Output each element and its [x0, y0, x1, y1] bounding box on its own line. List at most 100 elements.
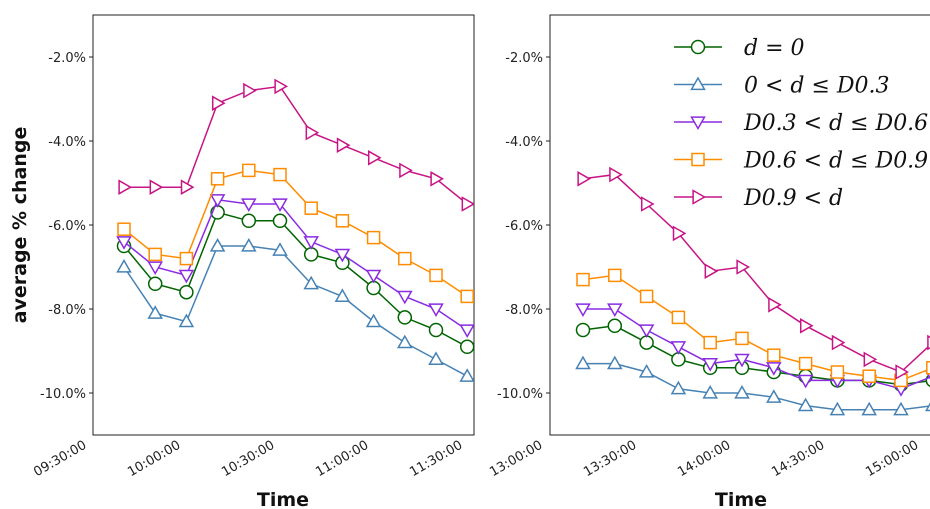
- data-point: [575, 303, 591, 318]
- data-point: [830, 365, 845, 379]
- data-point: [117, 222, 131, 236]
- left-y-ticks: -2.0% -4.0% -6.0% -8.0% -10.0%: [40, 51, 93, 402]
- y-tick-label: -4.0%: [48, 135, 86, 150]
- data-point: [429, 268, 443, 283]
- y-tick-label: -10.0%: [497, 387, 543, 402]
- y-axis-title: average % change: [9, 127, 31, 324]
- right-y-ticks: -2.0% -4.0% -6.0% -8.0% -10.0%: [497, 51, 550, 402]
- data-point: [638, 363, 655, 378]
- series-line: [583, 362, 930, 411]
- series-group: [116, 78, 474, 382]
- data-point: [241, 198, 257, 213]
- data-point: [576, 272, 590, 287]
- data-point: [430, 171, 445, 187]
- data-point: [829, 401, 846, 416]
- data-point: [461, 196, 474, 212]
- data-point: [179, 284, 194, 300]
- data-point: [274, 78, 289, 95]
- data-point: [303, 247, 319, 262]
- data-point: [639, 335, 654, 350]
- data-point: [428, 351, 444, 366]
- data-point: [459, 324, 474, 339]
- data-point: [607, 318, 623, 334]
- data-point: [366, 230, 381, 245]
- data-point: [210, 172, 225, 186]
- legend-label: D0.6 < d ≤ D0.9: [743, 149, 928, 174]
- data-point: [241, 237, 257, 252]
- data-point: [671, 352, 686, 367]
- data-point: [893, 401, 909, 416]
- legend-marker: [691, 152, 705, 167]
- data-point: [607, 355, 623, 370]
- data-point: [147, 305, 163, 319]
- data-point: [766, 389, 782, 403]
- data-point: [704, 263, 719, 279]
- legend-marker: [692, 189, 707, 205]
- data-point: [367, 150, 382, 166]
- data-point: [703, 335, 717, 350]
- data-point: [148, 247, 162, 262]
- data-point: [305, 124, 320, 141]
- data-point: [303, 236, 319, 250]
- legend-item: D0.3 < d ≤ D0.6: [674, 111, 928, 136]
- legend-label: D0.9 < d: [743, 186, 843, 211]
- legend-item: D0.9 < d: [674, 186, 843, 211]
- data-point: [336, 137, 351, 153]
- data-point: [608, 268, 622, 283]
- y-tick-label: -8.0%: [505, 303, 543, 318]
- data-point: [460, 289, 474, 304]
- data-point: [273, 167, 287, 182]
- data-point: [243, 82, 257, 99]
- data-point: [365, 269, 382, 284]
- data-point: [670, 341, 687, 355]
- data-point: [179, 251, 194, 266]
- data-point: [735, 331, 749, 346]
- data-point: [209, 237, 226, 252]
- data-point: [272, 242, 288, 256]
- right-x-axis-title: Time: [715, 489, 767, 509]
- data-point: [797, 397, 814, 412]
- data-point: [459, 339, 474, 355]
- data-point: [428, 303, 444, 318]
- data-point: [334, 248, 351, 263]
- data-point: [118, 179, 133, 195]
- data-point: [178, 269, 195, 284]
- data-point: [575, 355, 591, 370]
- data-point: [577, 171, 592, 187]
- legend: d = 0 0 < d ≤ D0.3 D0.3 < d ≤ D0.6 D0.6 < d…: [674, 36, 928, 211]
- legend-label: d = 0: [744, 36, 805, 61]
- data-point: [670, 380, 687, 395]
- left-panel: -2.0%-4.0%-6.0%-8.0%-10.0% 09:30:00 10:00…: [9, 14, 475, 509]
- data-point: [799, 318, 814, 334]
- left-series: [116, 78, 474, 382]
- legend-marker: [690, 116, 706, 131]
- data-point: [180, 179, 195, 195]
- data-point: [241, 213, 257, 229]
- data-point: [366, 280, 381, 296]
- data-point: [303, 275, 319, 290]
- y-tick-label: -2.0%: [48, 51, 86, 66]
- data-point: [734, 353, 750, 368]
- legend-marker: [690, 39, 706, 55]
- data-point: [638, 324, 655, 339]
- series-group: [575, 166, 930, 416]
- data-point: [767, 348, 781, 362]
- legend-item: D0.6 < d ≤ D0.9: [674, 149, 928, 174]
- data-point: [798, 356, 813, 371]
- y-tick-label: -10.0%: [40, 387, 86, 402]
- data-point: [116, 258, 132, 273]
- data-point: [334, 288, 351, 303]
- data-point: [639, 289, 654, 304]
- data-point: [149, 179, 164, 195]
- legend-marker: [690, 76, 706, 91]
- legend-item: d = 0: [674, 36, 805, 61]
- data-point: [640, 196, 655, 212]
- data-point: [927, 334, 930, 351]
- data-point: [178, 313, 195, 328]
- data-point: [398, 251, 412, 266]
- data-point: [863, 351, 878, 368]
- y-tick-label: -4.0%: [505, 135, 543, 150]
- y-tick-label: -6.0%: [505, 219, 543, 234]
- data-point: [609, 166, 623, 183]
